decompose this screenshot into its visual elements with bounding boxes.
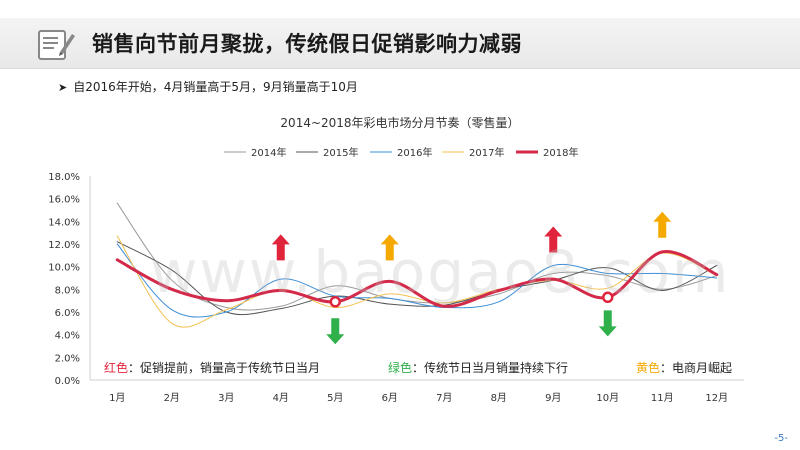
up-arrow-icon [380,234,399,261]
y-tick-label: 0.0% [55,376,80,387]
series-line-2017年 [116,235,718,328]
x-tick-label: 3月 [218,392,234,404]
arrow-bullet-icon: ➤ [58,81,68,94]
y-tick-label: 12.0% [48,240,80,251]
header-band [0,18,800,69]
y-tick-label: 2.0% [55,353,80,364]
series-line-2015年 [116,241,718,316]
highlight-marker [602,291,614,304]
x-tick-label: 8月 [491,392,507,404]
bullet-text: 自2016年开始，4月销量高于5月，9月销量高于10月 [73,80,358,94]
note-green-text: ：传统节日当月销量持续下行 [412,361,569,375]
note-red-key: 红色 [104,361,129,375]
series-line-2016年 [116,243,718,318]
x-tick-label: 11月 [651,392,674,404]
x-tick-label: 7月 [436,392,452,404]
up-arrow-icon [653,211,672,238]
down-arrow-icon [326,318,345,345]
watermark: www.baogao8.com [150,238,731,306]
x-tick-label: 2月 [164,392,180,404]
x-tick-label: 9月 [545,392,561,404]
up-arrow-icon [271,234,290,261]
note-green-key: 绿色 [388,361,413,375]
legend-label: 2015年 [323,146,358,159]
x-tick-label: 12月 [705,392,728,404]
y-tick-label: 16.0% [48,195,80,206]
x-tick-label: 5月 [327,392,343,404]
note-red: 红色：促销提前，销量高于传统节日当月 [104,359,320,376]
y-tick-label: 10.0% [48,263,80,274]
note-yellow: 黄色：电商月崛起 [636,359,732,376]
chart-title: 2014~2018年彩电市场分月节奏（零售量） [280,115,519,130]
legend-label: 2017年 [469,146,504,159]
note-red-text: ：促销提前，销量高于传统节日当月 [128,361,321,375]
page-number: -5- [774,433,788,444]
y-tick-label: 6.0% [55,308,80,319]
notepad-icon [38,30,75,60]
note-yellow-key: 黄色 [636,361,661,375]
y-tick-label: 14.0% [48,217,80,228]
legend-label: 2018年 [543,146,578,159]
legend-label: 2016年 [397,146,432,159]
x-tick-label: 10月 [596,392,619,404]
y-tick-label: 4.0% [55,331,80,342]
x-tick-label: 6月 [382,392,398,404]
page-title: 销售向节前月聚拢，传统假日促销影响力减弱 [92,32,522,56]
y-tick-label: 18.0% [48,172,80,183]
down-arrow-icon [598,310,617,337]
bullet-point: ➤ 自2016年开始，4月销量高于5月，9月销量高于10月 [58,78,358,95]
highlight-marker [329,296,341,308]
series-line-2018年 [115,250,719,308]
up-arrow-icon [544,226,563,253]
note-green: 绿色：传统节日当月销量持续下行 [388,359,568,376]
x-tick-label: 4月 [273,392,289,404]
legend-label: 2014年 [251,146,286,159]
x-tick-label: 1月 [109,392,125,404]
note-yellow-text: ：电商月崛起 [660,361,733,375]
y-tick-label: 8.0% [55,285,80,296]
